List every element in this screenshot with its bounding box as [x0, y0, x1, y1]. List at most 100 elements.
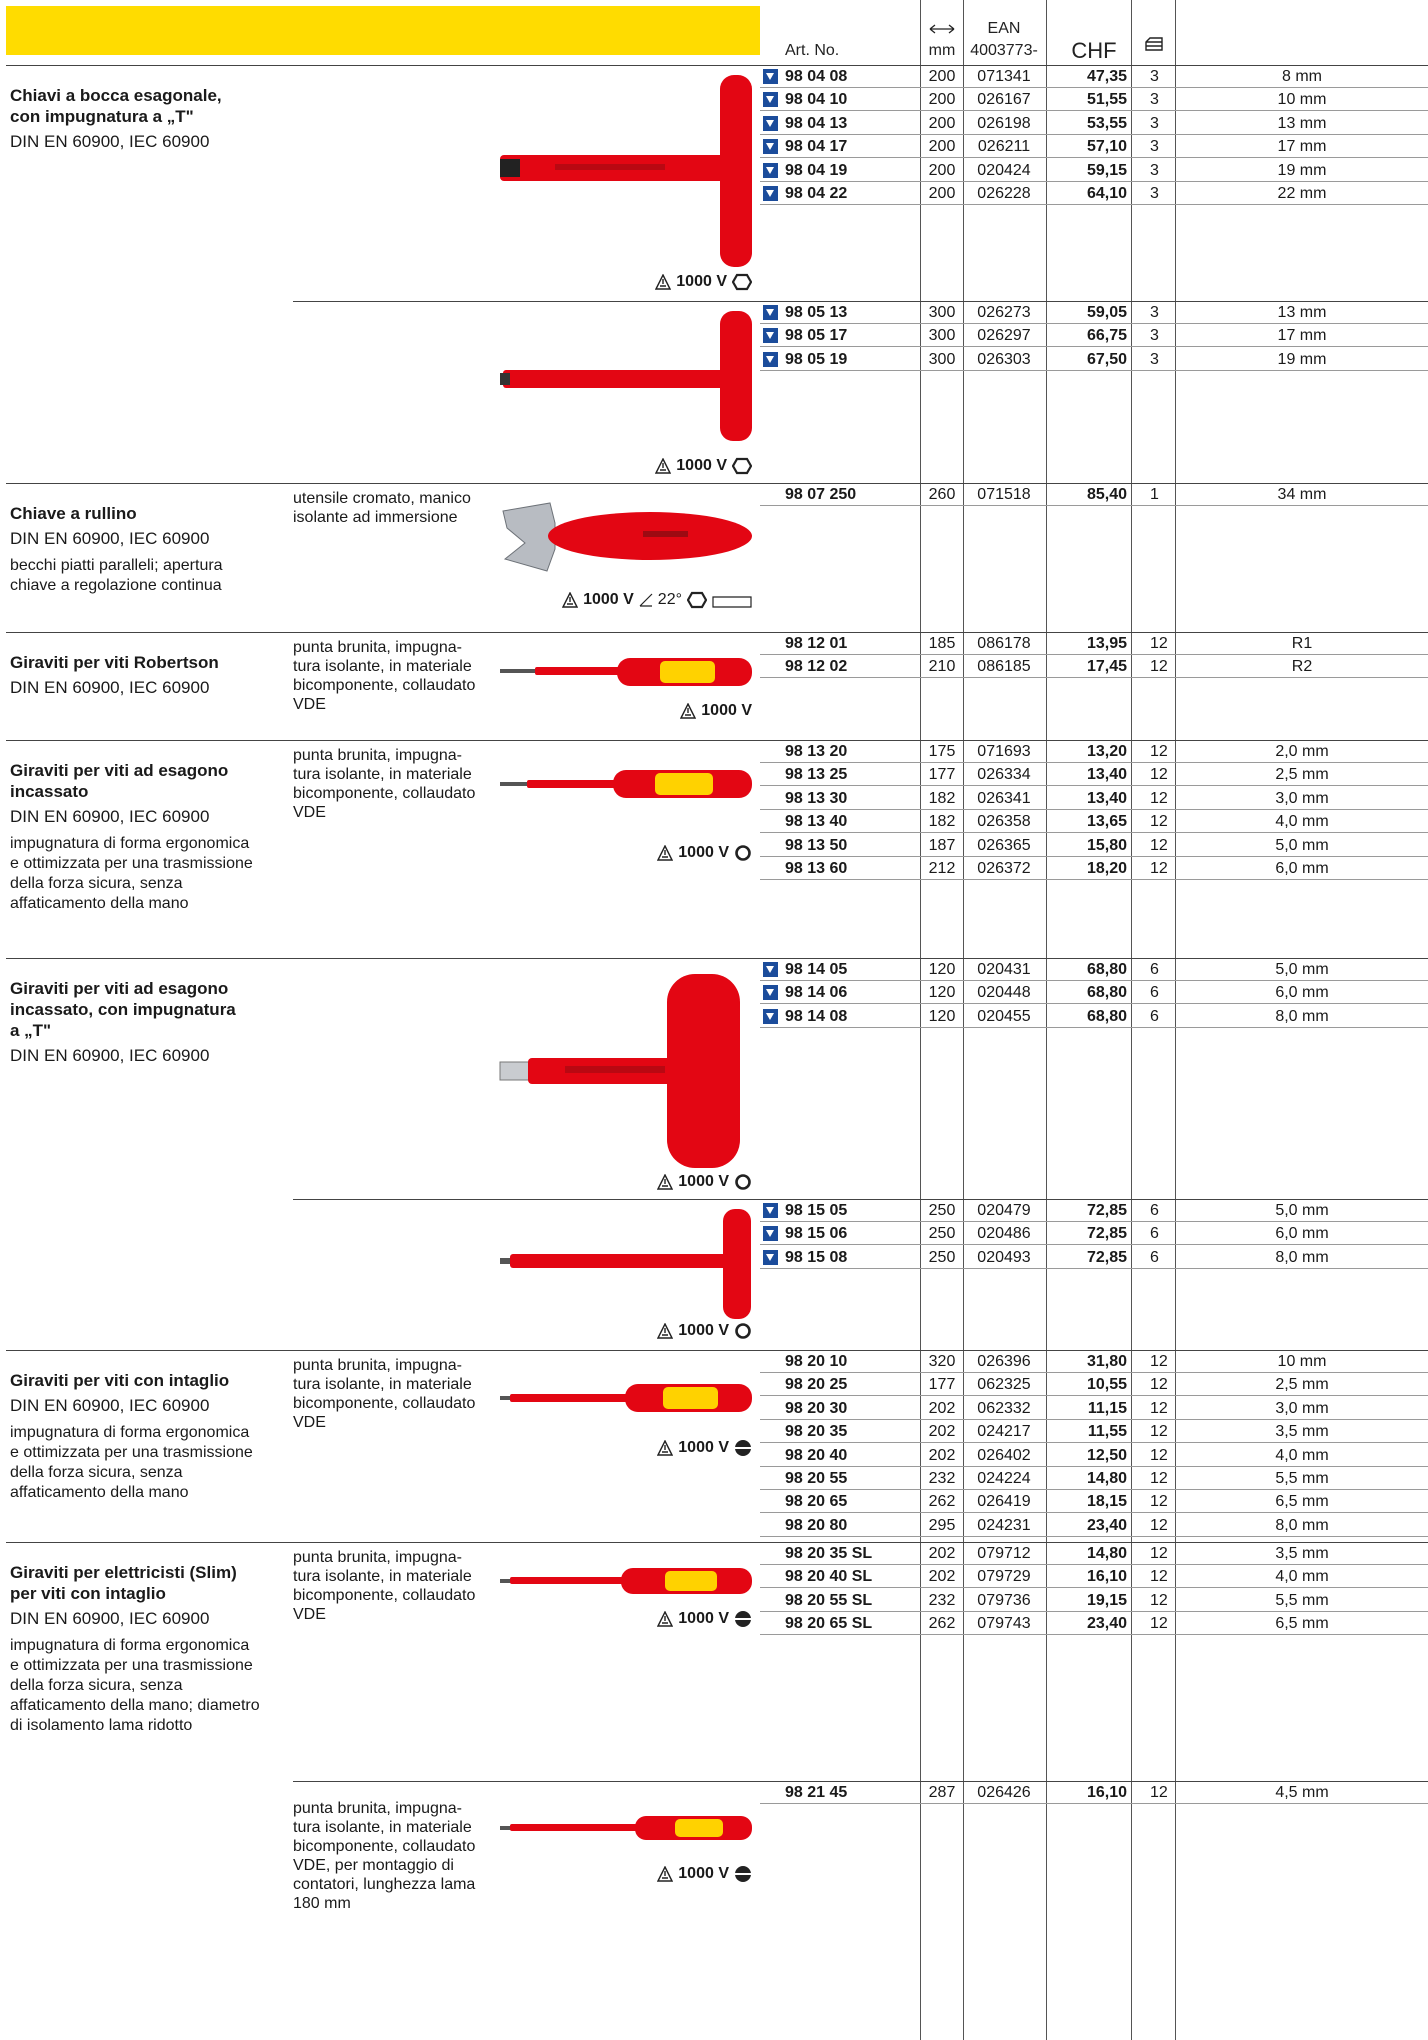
length: 177	[928, 1376, 956, 1394]
size: 2,5 mm	[1275, 1376, 1329, 1394]
ean: 026396	[977, 1353, 1031, 1370]
pack-quantity: 6	[1150, 1007, 1159, 1025]
pack-quantity: 12	[1150, 1399, 1168, 1417]
pack-quantity: 12	[1150, 1376, 1168, 1394]
ean: 071518	[977, 486, 1031, 503]
description: impugnatura di forma ergonomica e ottimiz…	[10, 1636, 295, 1736]
pack-quantity: 6	[1150, 961, 1159, 978]
size: 4,5 mm	[1275, 1784, 1329, 1801]
length: 200	[928, 161, 956, 179]
rating: 1000 V	[657, 844, 752, 862]
ean: 026198	[977, 114, 1031, 132]
length: 187	[928, 836, 956, 854]
pack-quantity: 3	[1150, 304, 1159, 321]
description-line: della forza sicura, senza	[10, 875, 183, 892]
ean: 026167	[977, 91, 1031, 109]
pack-quantity: 12	[1150, 1591, 1168, 1609]
tool-image	[499, 974, 740, 1168]
article-number: 98 20 65 SL	[785, 1615, 873, 1633]
article-number: 98 15 06	[785, 1225, 848, 1243]
feature-line: VDE	[293, 696, 326, 713]
ean: 086185	[977, 658, 1031, 676]
feature-line: bicomponente, collaudato	[293, 677, 476, 694]
size: 17 mm	[1277, 138, 1327, 156]
length: 202	[928, 1446, 956, 1464]
description-line: chiave a regolazione continua	[10, 577, 222, 594]
pack-quantity: 12	[1150, 658, 1168, 676]
table-row: 98 05 13 300 026273 59,05 3 13 mm	[0, 301, 1428, 324]
feature-line: isolante ad immersione	[293, 509, 458, 526]
article-number: 98 14 06	[785, 984, 848, 1002]
size: 3,0 mm	[1275, 789, 1329, 807]
price: 72,85	[1086, 1202, 1127, 1219]
length: 250	[928, 1248, 956, 1266]
table-row: 98 20 40 202 026402 12,50 12 4,0 mm	[0, 1444, 1428, 1467]
norm: DIN EN 60900, IEC 60900	[10, 1396, 210, 1415]
description: becchi piatti paralleli; apertura chiave …	[10, 556, 295, 596]
features: punta brunita, impugna-tura isolante, in…	[293, 638, 493, 714]
feature-line: 180 mm	[293, 1895, 351, 1912]
length: 300	[928, 350, 956, 368]
separator	[6, 958, 1428, 959]
article-number: 98 05 17	[785, 327, 848, 345]
length: 200	[928, 138, 956, 156]
rating-text: 1000 V	[678, 1865, 729, 1882]
size: 13 mm	[1277, 114, 1327, 132]
length: 200	[928, 185, 956, 202]
product-section: Chiave a rullino DIN EN 60900, IEC 60900 b…	[0, 483, 1428, 632]
tool-image	[500, 1209, 751, 1319]
column-line	[963, 0, 964, 2040]
price: 23,40	[1086, 1516, 1127, 1534]
article-number: 98 13 50	[785, 836, 848, 854]
rating: 1000 V	[655, 273, 752, 291]
product-section: Giraviti per viti ad esagono incassato, c…	[0, 958, 1428, 1199]
article-number: 98 04 22	[785, 185, 848, 202]
norm: DIN EN 60900, IEC 60900	[10, 529, 210, 548]
length: 177	[928, 766, 956, 784]
price: 15,80	[1086, 836, 1127, 854]
pack-quantity: 12	[1150, 1516, 1168, 1534]
price: 13,40	[1086, 789, 1127, 807]
rating-text: 1000 V	[678, 1610, 729, 1627]
table-row: 98 12 02 210 086185 17,45 12 R2	[0, 655, 1428, 679]
length: 300	[928, 304, 956, 321]
price: 31,80	[1086, 1353, 1127, 1370]
header-length-unit: mm	[928, 42, 956, 59]
size: 13 mm	[1277, 304, 1327, 321]
product-info: Giraviti per viti ad esagono incassato DIN…	[10, 760, 295, 914]
ean: 020455	[977, 1007, 1031, 1025]
ean: 079712	[977, 1545, 1031, 1562]
separator	[6, 632, 1428, 633]
description: impugnatura di forma ergonomica e ottimiz…	[10, 1423, 295, 1503]
article-number: 98 04 10	[785, 91, 848, 109]
norm: DIN EN 60900, IEC 60900	[10, 678, 210, 697]
product-title: Giraviti per viti con intaglio	[10, 1371, 230, 1390]
length: 175	[928, 743, 956, 760]
size: 8 mm	[1282, 68, 1322, 85]
product-section: punta brunita, impugna-tura isolante, in…	[0, 1781, 1428, 2040]
size: 5,0 mm	[1275, 836, 1329, 854]
description-line: impugnatura di forma ergonomica	[10, 1637, 250, 1654]
features: punta brunita, impugna-tura isolante, in…	[293, 1799, 493, 1913]
article-number: 98 15 05	[785, 1202, 848, 1219]
tool-image	[500, 1816, 752, 1840]
length: 210	[928, 658, 956, 676]
table-row: 98 20 10 320 026396 31,80 12 10 mm	[0, 1350, 1428, 1373]
table-row: 98 04 17 200 026211 57,10 3 17 mm	[0, 135, 1428, 159]
pack-quantity: 1	[1150, 486, 1159, 503]
feature-line: punta brunita, impugna-	[293, 1549, 462, 1566]
length: 212	[928, 860, 956, 877]
pack-quantity: 3	[1150, 68, 1159, 85]
length: 320	[928, 1353, 956, 1370]
ean: 020424	[977, 161, 1031, 179]
feature-line: bicomponente, collaudato	[293, 1587, 476, 1604]
table-row: 98 14 05 120 020431 68,80 6 5,0 mm	[0, 958, 1428, 981]
ean: 026402	[977, 1446, 1031, 1464]
new-marker	[763, 92, 778, 108]
product-title: con impugnatura a „T"	[10, 107, 194, 126]
table-row: 98 13 40 182 026358 13,65 12 4,0 mm	[0, 810, 1428, 834]
product-title: Giraviti per viti ad esagono	[10, 761, 229, 780]
article-number: 98 21 45	[785, 1784, 848, 1801]
length: 202	[928, 1423, 956, 1441]
article-number: 98 13 25	[785, 766, 848, 784]
